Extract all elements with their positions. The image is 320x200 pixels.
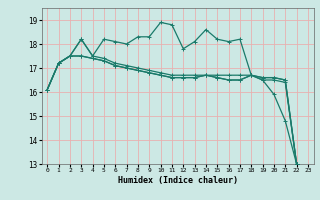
X-axis label: Humidex (Indice chaleur): Humidex (Indice chaleur) <box>118 176 237 185</box>
